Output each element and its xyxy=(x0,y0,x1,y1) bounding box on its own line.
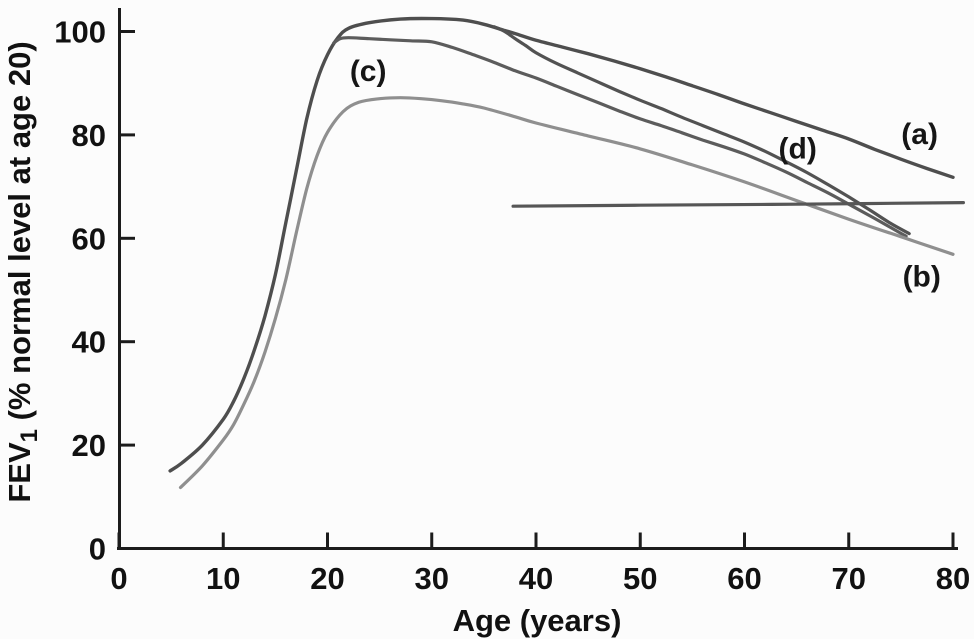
x-tick-label: 30 xyxy=(415,561,449,596)
y-axis-title-subscript: 1 xyxy=(16,429,43,442)
y-tick-label: 20 xyxy=(72,428,106,463)
y-tick-label: 80 xyxy=(72,118,106,153)
x-tick-label: 10 xyxy=(206,561,240,596)
y-tick-label: 60 xyxy=(72,221,106,256)
curve-horizontal xyxy=(511,201,965,208)
x-tick-label: 40 xyxy=(519,561,553,596)
y-axis-ticks: 0 20 40 60 80 100 xyxy=(54,15,135,567)
x-axis-title: Age (years) xyxy=(453,603,622,638)
curve-b xyxy=(178,96,955,490)
y-tick-label: 100 xyxy=(54,15,106,50)
y-axis-title: FEV1 (% normal level at age 20) xyxy=(2,41,43,502)
x-tick-label: 20 xyxy=(310,561,344,596)
x-tick-label: 50 xyxy=(623,561,657,596)
y-tick-label: 40 xyxy=(72,325,106,360)
curve-label-c: (c) xyxy=(350,55,387,88)
y-tick-label: 0 xyxy=(89,532,106,567)
y-axis-title-rest: (% normal level at age 20) xyxy=(2,41,37,429)
x-tick-label: 60 xyxy=(727,561,761,596)
curve-label-a: (a) xyxy=(901,118,938,151)
x-tick-label: 70 xyxy=(832,561,866,596)
curve-label-b: (b) xyxy=(903,261,941,294)
curve-a xyxy=(168,16,955,473)
x-axis-ticks: 0 10 20 30 40 50 60 70 80 xyxy=(110,532,970,596)
curve-letter-labels: (a) (b) (c) (d) xyxy=(350,55,941,294)
x-tick-label: 0 xyxy=(110,561,127,596)
chart-curves xyxy=(168,16,965,490)
curve-c xyxy=(332,36,908,238)
curve-d xyxy=(492,25,911,236)
curve-label-d: (d) xyxy=(779,132,817,165)
x-tick-label: 80 xyxy=(936,561,970,596)
y-axis-title-main: FEV xyxy=(2,442,37,503)
